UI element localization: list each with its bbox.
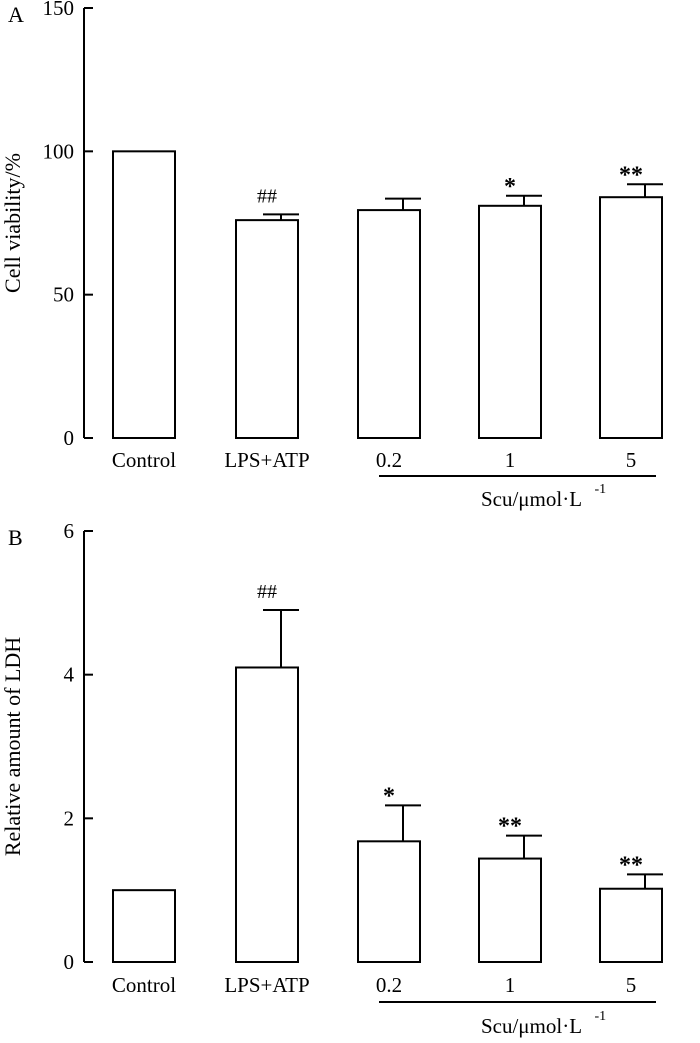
panel-b-significance-mark: ** <box>619 852 643 878</box>
panel-b-group-label: Scu/μmol·L <box>481 1014 582 1038</box>
panel-b-y-axis-label: Relative amount of LDH <box>0 637 25 856</box>
panel-a-category-label: Control <box>112 448 176 472</box>
panel-b-bar-5 <box>599 887 663 963</box>
panel-a-category-label: LPS+ATP <box>224 448 309 472</box>
panel-a-bar-2 <box>235 219 299 439</box>
panel-b-y-tick-label: 6 <box>64 519 75 543</box>
panel-a-significance-mark: * <box>504 174 516 200</box>
panel-a-bar-1 <box>112 150 176 439</box>
panel-b-category-label: Control <box>112 973 176 997</box>
panel-a-y-axis-label: Cell viability/% <box>0 153 25 293</box>
panel-a-bar-5 <box>599 196 663 439</box>
panel-a-label: A <box>8 2 24 27</box>
panel-b-category-label: 0.2 <box>376 973 402 997</box>
panel-b-y-tick-label: 0 <box>64 950 75 974</box>
panel-b-bar-1 <box>112 889 176 964</box>
panel-a-bar-3 <box>357 209 421 439</box>
panel-b-category-label: 1 <box>505 973 516 997</box>
panel-a-bar-4 <box>478 204 542 439</box>
panel-b-bar-4 <box>478 857 542 963</box>
panel-b-y-tick-label: 2 <box>64 806 75 830</box>
panel-a-category-label: 5 <box>626 448 637 472</box>
panel-a-y-tick-label: 100 <box>43 139 75 163</box>
panel-b-significance-mark: ** <box>498 814 522 840</box>
panel-a-category-label: 0.2 <box>376 448 402 472</box>
panel-a-y-tick-label: 0 <box>64 426 75 450</box>
panel-b-significance-mark: * <box>383 783 395 809</box>
panel-b-y-tick-label: 4 <box>64 663 75 687</box>
panel-a-y-tick-label: 150 <box>43 0 75 20</box>
panel-b-bar-3 <box>357 840 421 964</box>
panel-b-bar-2 <box>235 666 299 963</box>
panel-b-group-label-superscript: -1 <box>595 1009 607 1024</box>
panel-a-significance-mark: ** <box>619 162 643 188</box>
panel-b-significance-mark: ## <box>257 581 277 603</box>
panel-a-category-label: 1 <box>505 448 516 472</box>
panel-b-category-label: 5 <box>626 973 637 997</box>
panel-a-y-tick-label: 50 <box>53 283 74 307</box>
panel-a-group-label-superscript: -1 <box>595 482 607 497</box>
panel-a-group-label: Scu/μmol·L <box>481 487 582 511</box>
panel-a-significance-mark: ## <box>257 185 277 207</box>
panel-b-category-label: LPS+ATP <box>224 973 309 997</box>
panel-b-label: B <box>8 525 23 550</box>
